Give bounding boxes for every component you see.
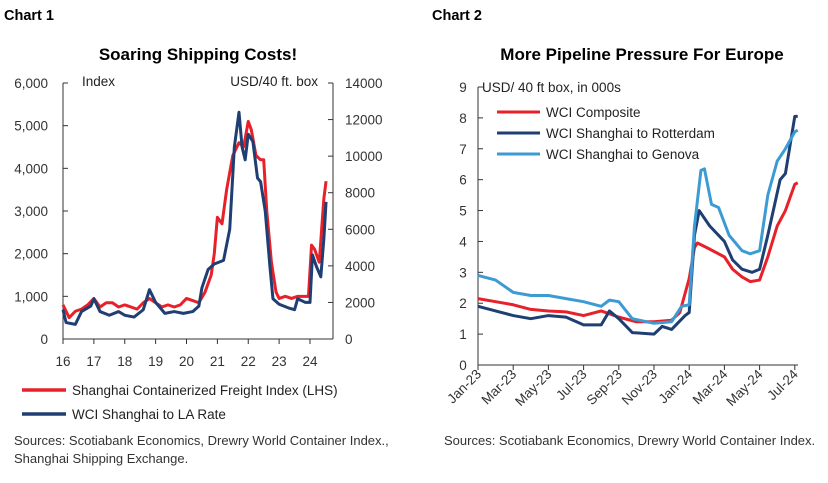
right-y-tick-label: 10000	[345, 149, 383, 164]
x-tick-label: Mar-24	[690, 366, 731, 407]
x-tick-label: May-24	[723, 366, 766, 409]
left-y-tick-label: 3,000	[14, 204, 48, 219]
left-y-tick-label: 4,000	[14, 161, 48, 176]
right-y-tick-label: 0	[345, 332, 353, 347]
chart2-title: More Pipeline Pressure For Europe	[500, 45, 783, 64]
y-tick-label: 4	[459, 234, 467, 249]
series-line-genova	[477, 128, 799, 325]
x-tick-label: 17	[86, 354, 101, 369]
legend-label-rotterdam: WCI Shanghai to Rotterdam	[546, 126, 715, 141]
x-tick-label: 24	[302, 354, 318, 369]
y-tick-label: 9	[459, 80, 467, 95]
series-line-scfi	[61, 119, 328, 320]
chart1-header: Chart 1	[4, 8, 54, 24]
left-y-tick-label: 2,000	[14, 247, 48, 262]
x-tick-label: 19	[148, 354, 163, 369]
y-tick-label: 8	[459, 111, 467, 126]
chart1-plot: 16 17 18 19 20 21 22 23 24 0 1,000 2,000 3,000 4,000 5…	[14, 76, 382, 369]
y-tick-label: 3	[459, 265, 467, 280]
legend-label-composite: WCI Composite	[546, 105, 641, 120]
y-tick-label: 6	[459, 173, 467, 188]
chart1-title: Soaring Shipping Costs!	[99, 45, 297, 64]
series-line-wci-la	[61, 110, 328, 326]
x-tick-label: 16	[55, 354, 70, 369]
y-tick-label: 7	[459, 142, 467, 157]
legend-label-scfi: Shanghai Containerized Freight Index (LH…	[72, 383, 338, 398]
chart1-sources-box: Sources: Scotiabank Economics, Drewry Wo…	[14, 433, 389, 466]
right-y-tick-label: 4000	[345, 259, 375, 274]
chart2-sources-box: Sources: Scotiabank Economics, Drewry Wo…	[444, 433, 816, 448]
left-y-tick-label: 5,000	[14, 119, 48, 134]
chart2-sources: Sources: Scotiabank Economics, Drewry Wo…	[444, 433, 816, 448]
chart1-sources: Sources: Scotiabank Economics, Drewry Wo…	[14, 433, 389, 466]
x-tick-label: 23	[272, 354, 287, 369]
y-tick-label: 1	[459, 327, 467, 342]
x-tick-label: Sep-23	[584, 367, 625, 408]
chart2-axis-label: USD/ 40 ft box, in 000s	[482, 80, 621, 95]
x-tick-label: Jul-24	[764, 366, 801, 403]
x-tick-label: Jan-24	[656, 366, 696, 406]
right-y-tick-label: 12000	[345, 113, 383, 128]
right-y-tick-label: 6000	[345, 222, 375, 237]
chart1-left-axis-label: Index	[82, 74, 115, 89]
left-y-tick-label: 0	[40, 332, 48, 347]
y-tick-label: 2	[459, 296, 467, 311]
x-tick-label: May-23	[512, 367, 554, 409]
x-tick-label: 20	[179, 354, 194, 369]
x-tick-label: 18	[117, 354, 132, 369]
chart2-header: Chart 2	[432, 8, 482, 24]
series-line-composite	[477, 181, 799, 324]
y-tick-label: 5	[459, 204, 467, 219]
chart1-right-axis-label: USD/40 ft. box	[230, 74, 318, 89]
right-y-tick-label: 8000	[345, 186, 375, 201]
left-y-tick-label: 6,000	[14, 76, 48, 91]
x-tick-label: 21	[210, 354, 225, 369]
right-y-tick-label: 2000	[345, 295, 375, 310]
x-tick-label: 22	[241, 354, 256, 369]
left-y-tick-label: 1,000	[14, 289, 48, 304]
y-tick-label: 0	[459, 358, 467, 373]
series-line-rotterdam	[477, 114, 798, 336]
right-y-tick-label: 14000	[345, 76, 383, 91]
legend-label-genova: WCI Shanghai to Genova	[546, 147, 700, 162]
x-tick-label: Nov-23	[619, 367, 660, 408]
x-tick-label: Mar-23	[478, 367, 519, 408]
legend-label-wci-la: WCI Shanghai to LA Rate	[72, 407, 226, 422]
